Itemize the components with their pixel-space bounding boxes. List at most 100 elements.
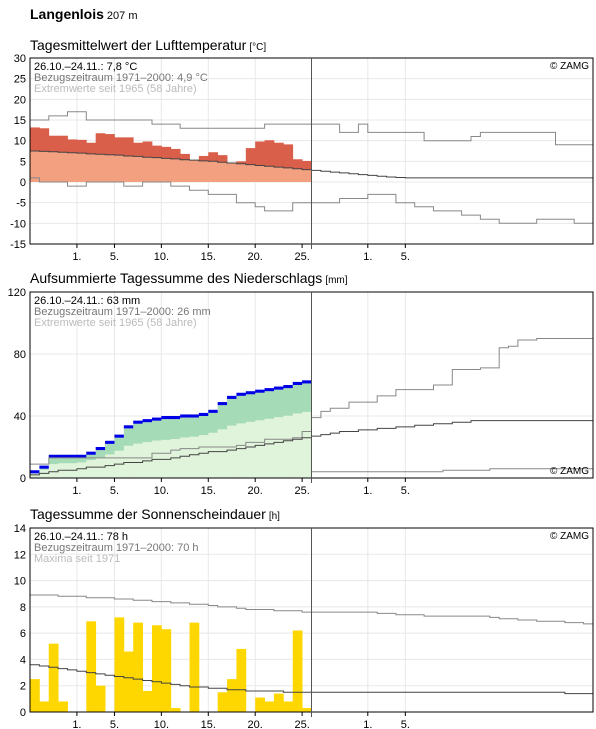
precip-band-bar	[142, 442, 153, 461]
precip-excess-bar	[142, 419, 153, 423]
precip-band-bar	[151, 440, 162, 460]
temp-anomaly-bar	[198, 155, 209, 161]
sunshine-bar	[39, 701, 50, 712]
temp-anomaly-bar	[58, 135, 68, 153]
precip-excess-bar	[245, 391, 256, 395]
chart-annotation: Extremwerte seit 1965 (58 Jahre)	[34, 317, 197, 329]
precip-excess-bar	[227, 395, 237, 399]
precip-max-line	[30, 338, 593, 465]
precip-base-bar	[48, 471, 59, 478]
temp-anomaly-bar	[76, 139, 87, 154]
precip-excess-bar	[180, 414, 190, 418]
temp-base-bar	[236, 163, 247, 182]
sunshine-title-text: Tagessumme der Sonnenscheindauer	[30, 506, 266, 522]
precip-band-bar	[283, 415, 294, 441]
x-tick-label: 1.	[72, 251, 81, 263]
temp-base-bar	[227, 163, 237, 182]
precip-base-bar	[273, 442, 284, 478]
temp-anomaly-bar	[105, 134, 115, 155]
temp-base-bar	[151, 157, 162, 182]
sunshine-bar	[227, 679, 237, 712]
temp-base-bar	[114, 155, 125, 182]
precip-band-bar	[189, 436, 200, 455]
sunshine-bar	[236, 648, 247, 712]
sunshine-bar	[58, 701, 68, 712]
chart-annotation: Bezugszeitraum 1971–2000: 70 h	[34, 542, 199, 554]
chart-annotation: Maxima seit 1971	[34, 553, 120, 565]
temp-base-bar	[245, 164, 256, 182]
precip-excess-bar	[161, 416, 172, 420]
precip-band-bar	[236, 423, 247, 449]
x-tick-label: 5.	[110, 719, 119, 729]
temp-anomaly-bar	[208, 152, 219, 162]
precip-base-bar	[170, 457, 181, 478]
precip-excess-bar	[236, 392, 247, 396]
precip-band-bar	[86, 460, 97, 468]
chart-annotation: Bezugszeitraum 1971–2000: 4,9 °C	[34, 72, 208, 84]
temp-anomaly-bar	[255, 141, 265, 166]
precip-excess-bar	[114, 434, 125, 438]
precip-base-bar	[283, 440, 294, 478]
precip-excess-bar	[198, 412, 209, 416]
temp-base-bar	[161, 158, 172, 182]
precip-band-bar	[302, 411, 312, 438]
y-tick-label: 120	[8, 287, 26, 299]
sunshine-bar	[161, 629, 172, 712]
x-tick-label: 20.	[248, 485, 263, 497]
precip-band-bar	[76, 457, 87, 463]
temp-base-bar	[86, 153, 97, 182]
temp-base-bar	[264, 166, 275, 182]
y-tick-label: -10	[10, 218, 26, 230]
precip-band-bar	[30, 472, 40, 475]
chart-annotation: Extremwerte seit 1965 (58 Jahre)	[34, 83, 197, 95]
y-tick-label: 0	[20, 473, 26, 485]
x-tick-label: 1.	[72, 485, 81, 497]
precip-base-bar	[30, 474, 40, 478]
precip-base-bar	[236, 448, 247, 478]
temp-base-bar	[170, 158, 181, 182]
precip-base-bar	[58, 470, 68, 478]
precip-excess-bar	[292, 381, 303, 385]
temp-anomaly-bar	[273, 142, 284, 168]
x-tick-label: 5.	[401, 251, 410, 263]
precip-band-bar	[208, 412, 219, 433]
temp-anomaly-bar	[180, 153, 190, 160]
x-tick-label: 25.	[294, 251, 309, 263]
precip-band-bar	[133, 443, 143, 463]
temp-base-bar	[292, 168, 303, 182]
temp-anomaly-bar	[283, 144, 294, 168]
precip-excess-bar	[58, 454, 68, 458]
y-tick-label: -5	[16, 198, 26, 210]
precip-band-bar	[76, 462, 87, 469]
x-tick-label: 5.	[401, 719, 410, 729]
precip-excess-bar	[151, 417, 162, 421]
sunshine-max-line	[30, 594, 593, 625]
temp-base-bar	[283, 167, 294, 182]
precip-band-bar	[245, 421, 256, 447]
sunshine-bar	[189, 622, 200, 712]
temperature-chart-title: Tagesmittelwert der Lufttemperatur [°C]	[30, 37, 266, 53]
precip-band-bar	[292, 385, 303, 414]
temp-anomaly-bar	[302, 160, 312, 170]
temp-anomaly-bar	[236, 161, 247, 164]
temp-base-bar	[255, 165, 265, 182]
station-altitude: 207 m	[106, 10, 138, 22]
precip-excess-bar	[255, 389, 265, 393]
precip-base-bar	[255, 445, 265, 478]
y-tick-label: 0	[20, 177, 26, 189]
x-tick-label: 25.	[294, 485, 309, 497]
precip-excess-bar	[302, 380, 312, 384]
temp-anomaly-bar	[264, 140, 275, 167]
precip-band-bar	[142, 422, 153, 443]
precip-excess-bar	[264, 388, 275, 392]
precip-base-bar	[105, 465, 115, 478]
x-tick-label: 5.	[110, 251, 119, 263]
y-tick-label: 6	[20, 628, 26, 640]
precip-excess-bar	[217, 402, 228, 406]
temp-anomaly-bar	[86, 142, 97, 154]
temp-base-bar	[142, 157, 153, 182]
precip-excess-bar	[30, 470, 40, 474]
sunshine-bar	[123, 651, 134, 712]
temp-base-bar	[67, 152, 78, 182]
